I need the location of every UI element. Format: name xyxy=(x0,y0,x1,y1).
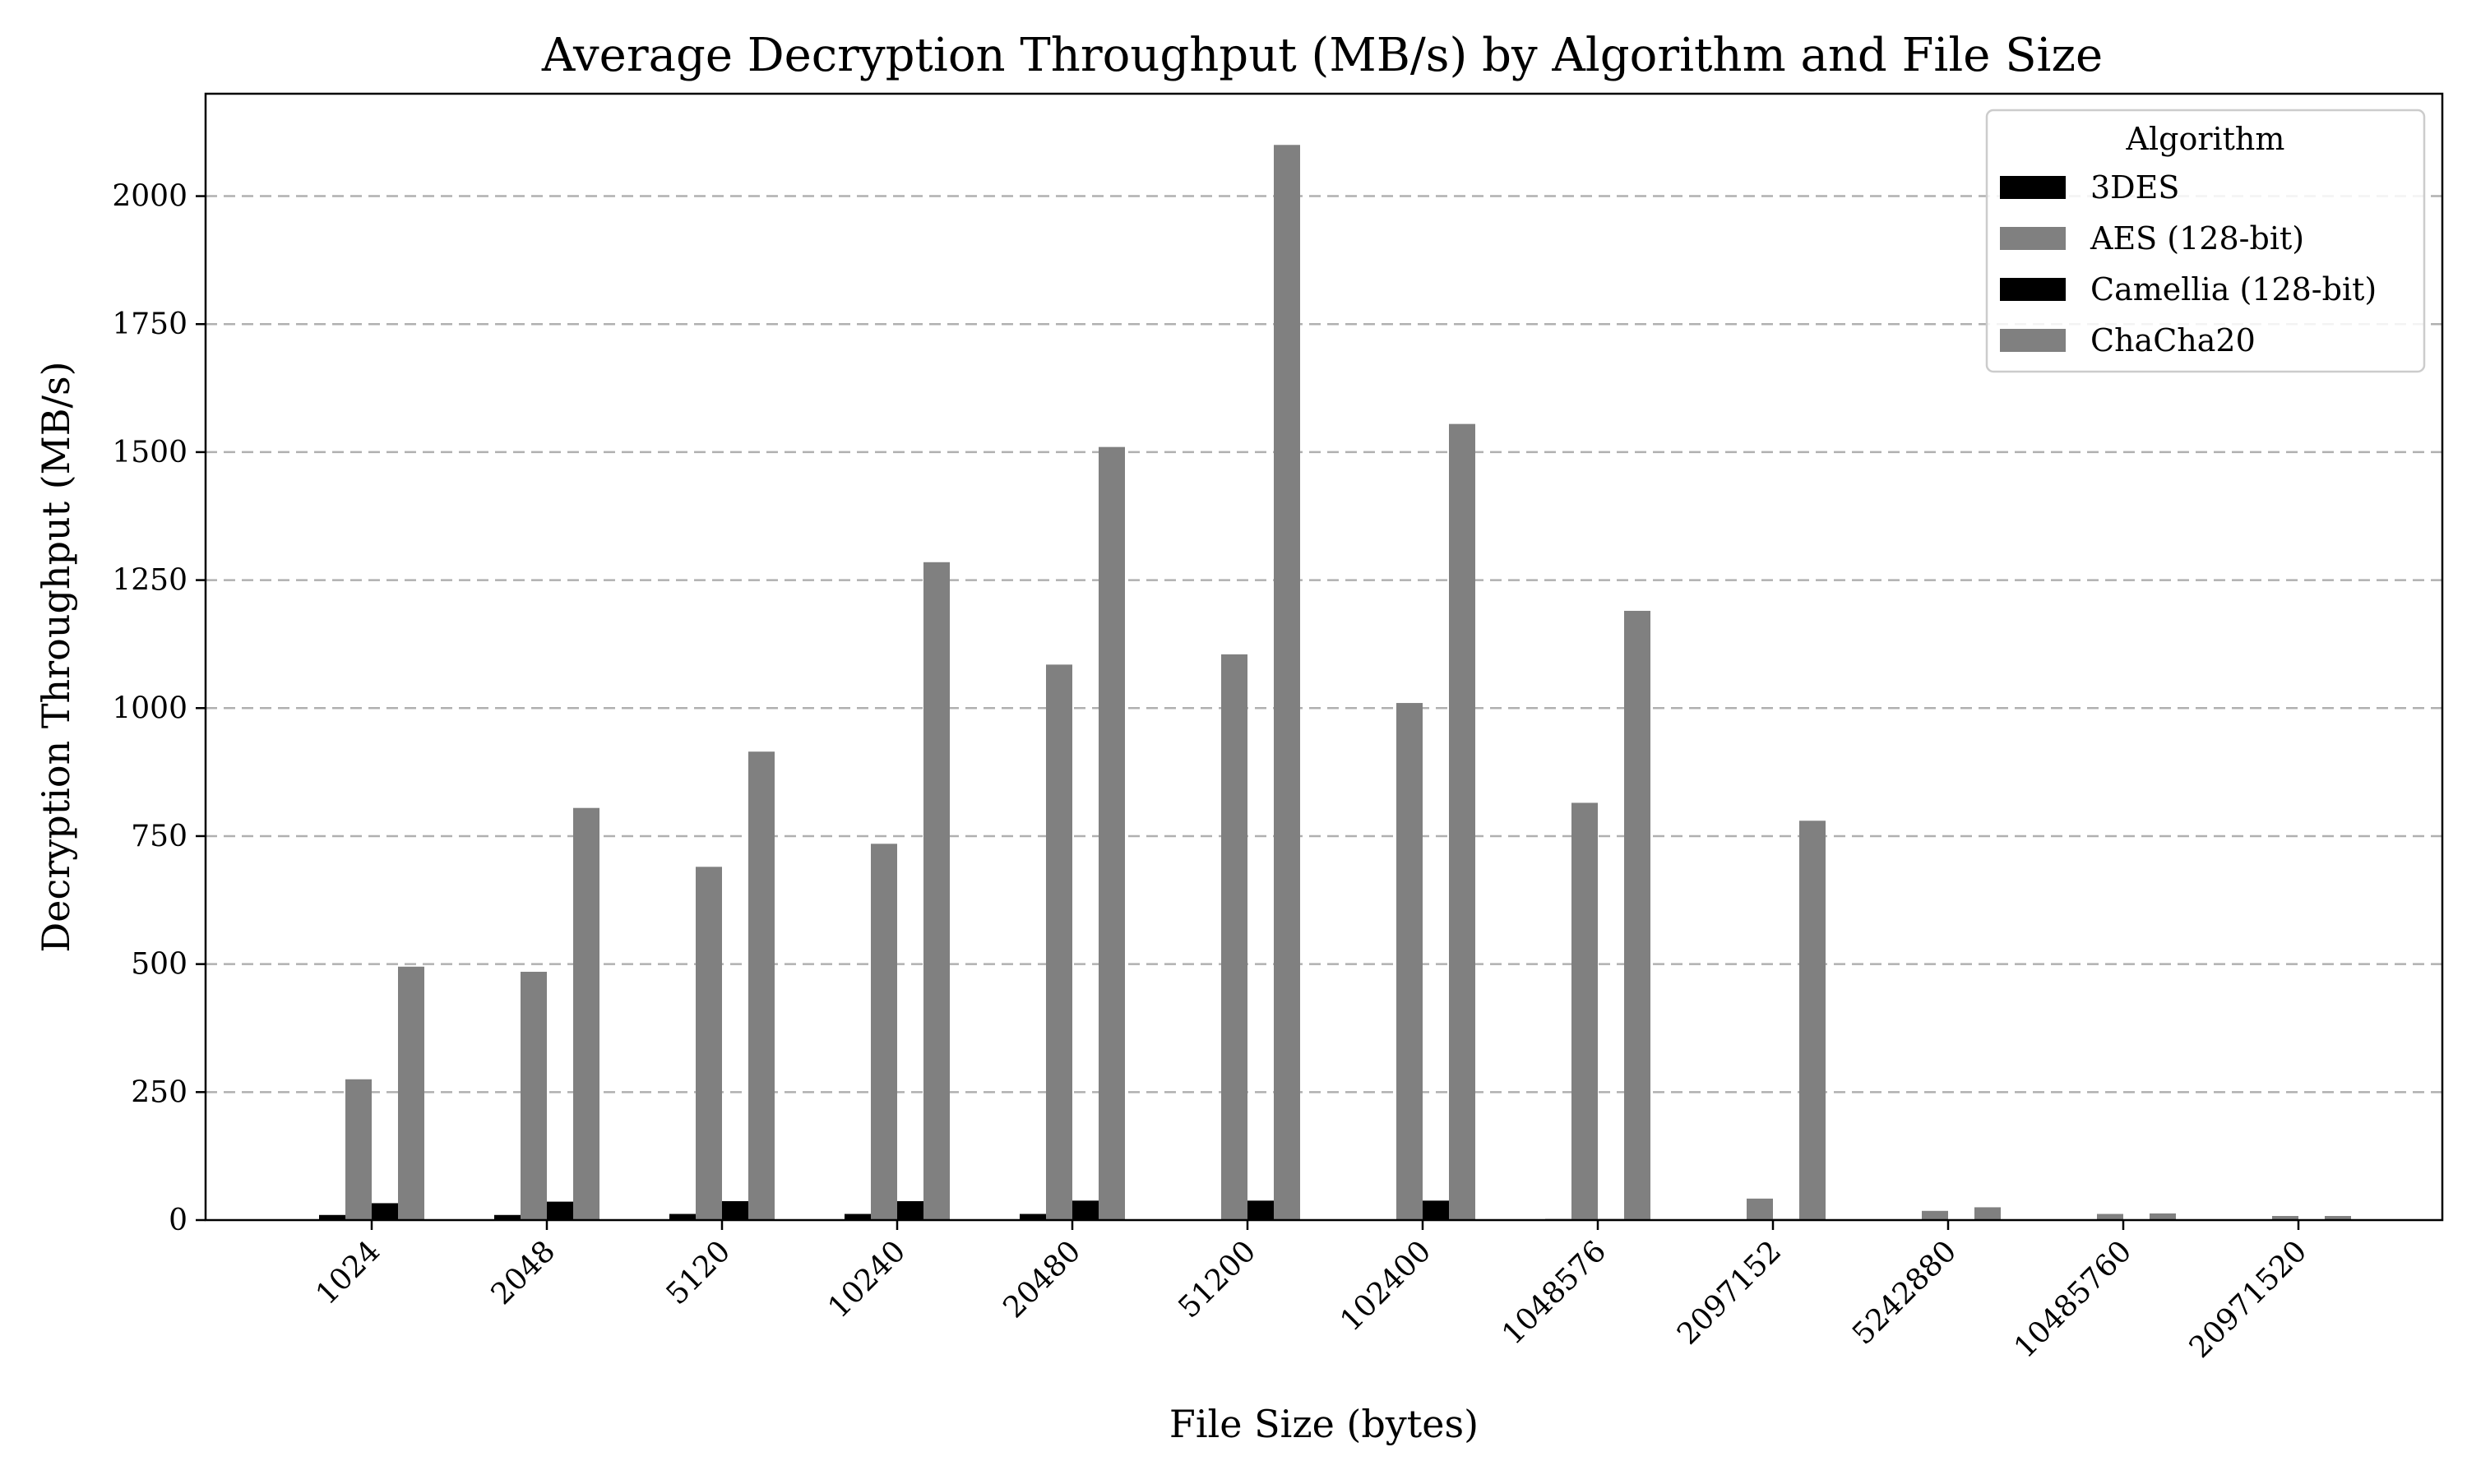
bar-aes-128-bit--102400 xyxy=(1396,703,1423,1220)
bar-3des-1024 xyxy=(319,1214,345,1220)
bar-3des-5120 xyxy=(669,1214,696,1220)
legend-swatch xyxy=(2000,227,2066,250)
bar-chacha20-51200 xyxy=(1274,145,1300,1221)
bar-chacha20-1024 xyxy=(398,966,424,1220)
bar-chacha20-10485760 xyxy=(2150,1213,2176,1220)
bar-chacha20-20971520 xyxy=(2325,1216,2351,1220)
legend-swatch xyxy=(2000,329,2066,352)
bar-chacha20-5242880 xyxy=(1974,1207,2001,1220)
bar-camellia-128-bit--20480 xyxy=(1072,1200,1099,1220)
y-tick-label: 500 xyxy=(131,948,187,982)
bar-chacha20-2097152 xyxy=(1799,821,1826,1220)
legend-label: ChaCha20 xyxy=(2090,322,2256,358)
bar-camellia-128-bit--51200 xyxy=(1247,1200,1274,1220)
plot-frame xyxy=(204,92,2444,1222)
bar-camellia-128-bit--2048 xyxy=(547,1201,573,1220)
bar-chacha20-5120 xyxy=(748,751,775,1220)
bar-3des-20480 xyxy=(1020,1214,1046,1220)
y-tick-label: 0 xyxy=(169,1204,187,1237)
bar-chacha20-1048576 xyxy=(1624,610,1650,1220)
y-tick-label: 2000 xyxy=(112,180,187,214)
x-axis-label: File Size (bytes) xyxy=(1169,1402,1479,1446)
y-tick-label: 1500 xyxy=(112,436,187,469)
bar-camellia-128-bit--102400 xyxy=(1423,1200,1449,1220)
legend-box xyxy=(1985,109,2426,373)
bar-aes-128-bit--10240 xyxy=(871,844,897,1220)
legend-label: AES (128-bit) xyxy=(2090,220,2304,257)
bar-aes-128-bit--2097152 xyxy=(1747,1198,1773,1220)
bar-aes-128-bit--20971520 xyxy=(2272,1216,2298,1220)
legend-label: Camellia (128-bit) xyxy=(2090,271,2377,307)
bar-aes-128-bit--5120 xyxy=(696,867,722,1220)
bar-chacha20-2048 xyxy=(573,807,599,1220)
bar-chacha20-20480 xyxy=(1099,446,1125,1220)
bar-aes-128-bit--1048576 xyxy=(1571,802,1598,1220)
bar-chacha20-10240 xyxy=(923,562,950,1220)
legend-swatch xyxy=(2000,176,2066,199)
y-axis: 0 250 500 750 1000 1250 1500 1750 2000 xyxy=(112,180,206,1237)
bar-camellia-128-bit--5120 xyxy=(722,1200,748,1220)
bar-aes-128-bit--51200 xyxy=(1221,654,1247,1220)
bar-aes-128-bit--5242880 xyxy=(1922,1210,1948,1220)
bar-chacha20-102400 xyxy=(1449,423,1475,1220)
y-tick-label: 1000 xyxy=(112,691,187,725)
bar-camellia-128-bit--10240 xyxy=(897,1200,923,1220)
y-tick-label: 250 xyxy=(131,1075,187,1109)
bar-3des-2048 xyxy=(494,1214,521,1220)
bar-aes-128-bit--20480 xyxy=(1046,664,1072,1220)
bar-camellia-128-bit--1024 xyxy=(372,1203,398,1220)
bar-3des-10240 xyxy=(845,1214,871,1220)
bars xyxy=(319,145,2351,1221)
y-axis-label: Decryption Throughput (MB/s) xyxy=(34,361,78,952)
chart-title: Average Decryption Throughput (MB/s) by … xyxy=(541,29,2103,82)
y-tick-label: 750 xyxy=(131,820,187,853)
legend-title: Algorithm xyxy=(2126,121,2285,157)
bar-aes-128-bit--10485760 xyxy=(2097,1214,2123,1220)
bar-aes-128-bit--2048 xyxy=(521,971,547,1220)
y-tick-label: 1250 xyxy=(112,564,187,598)
legend-swatch xyxy=(2000,278,2066,301)
legend-label: 3DES xyxy=(2090,169,2179,206)
y-tick-label: 1750 xyxy=(112,307,187,341)
legend: Algorithm 3DES AES (128-bit) Camellia (128… xyxy=(1985,109,2426,373)
bar-aes-128-bit--1024 xyxy=(345,1079,372,1220)
